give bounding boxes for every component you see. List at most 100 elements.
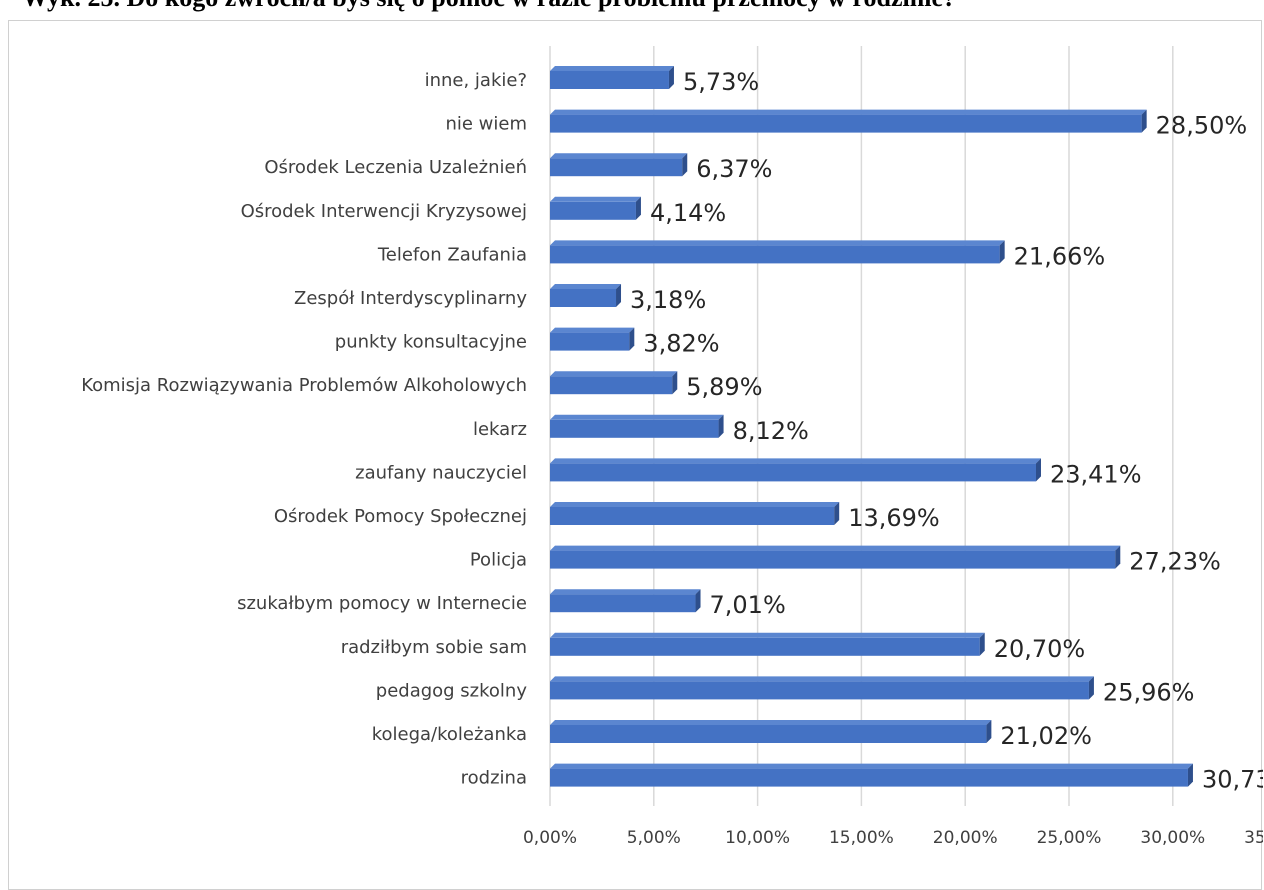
bar-front: [550, 245, 1000, 264]
bar-side: [672, 371, 678, 395]
bar-front: [550, 681, 1089, 700]
x-tick-label: 35,00%: [1244, 828, 1263, 848]
bar-front: [550, 768, 1188, 787]
data-label: 20,70%: [994, 635, 1086, 663]
x-tick-label: 0,00%: [523, 828, 577, 848]
bar-front: [550, 201, 636, 220]
bar-top: [550, 327, 635, 333]
x-tick-label: 25,00%: [1037, 828, 1102, 848]
bar: [550, 153, 688, 177]
bar-top: [550, 763, 1193, 769]
bar-top: [550, 284, 622, 289]
bar-front: [550, 594, 696, 613]
bar-side: [979, 632, 985, 656]
bar-front: [550, 725, 987, 743]
bar-top: [550, 502, 840, 507]
x-tick-label: 20,00%: [933, 828, 998, 848]
data-label: 5,73%: [683, 68, 759, 96]
bar: [550, 240, 1005, 264]
data-label: 5,89%: [686, 373, 762, 401]
bar-front: [550, 71, 669, 89]
chart-frame: 0,00% 5,00% 10,00% 15,00% 20,00% 25,00% 30,00%…: [8, 20, 1263, 890]
bar-top: [550, 545, 1121, 551]
category-label: pedagog szkolny: [376, 680, 528, 701]
bar-top: [550, 371, 678, 377]
data-label: 3,82%: [643, 330, 719, 358]
bar: [550, 502, 840, 525]
x-axis-tick-labels: 0,00% 5,00% 10,00% 15,00% 20,00% 25,00% 30,00%…: [523, 828, 1263, 848]
bar-front: [550, 419, 719, 438]
bar-side: [668, 66, 674, 89]
category-label: rodzina: [461, 768, 527, 789]
data-label: 6,37%: [696, 155, 772, 183]
bar-side: [616, 284, 622, 307]
bar: [550, 458, 1041, 482]
category-label: radziłbym sobie sam: [341, 637, 527, 658]
data-label: 25,96%: [1103, 678, 1195, 706]
bar-top: [550, 109, 1147, 115]
bar: [550, 763, 1193, 787]
bar: [550, 414, 724, 438]
data-label: 13,69%: [848, 504, 940, 532]
bar: [550, 632, 985, 656]
bar-side: [635, 196, 641, 220]
bar-top: [550, 153, 688, 159]
bar-top: [550, 589, 701, 595]
category-label: Telefon Zaufania: [377, 244, 527, 265]
bar-side: [1088, 676, 1094, 700]
bar-side: [1035, 458, 1041, 482]
bar: [550, 589, 701, 613]
bar-side: [1115, 545, 1121, 569]
category-label: inne, jakie?: [425, 70, 527, 91]
category-label: kolega/koleżanka: [372, 724, 527, 745]
data-label: 21,02%: [1000, 722, 1092, 750]
bar: [550, 545, 1121, 569]
category-label: szukałbym pomocy w Internecie: [237, 593, 527, 614]
bar-top: [550, 196, 641, 202]
category-label: Zespół Interdyscyplinarny: [294, 288, 527, 309]
page-title: Wyk. 25. Do kogo zwrócił/a byś się o pom…: [22, 0, 956, 14]
category-label: zaufany nauczyciel: [355, 462, 527, 483]
category-label: Policja: [470, 550, 527, 571]
data-label: 23,41%: [1050, 460, 1142, 488]
bar-top: [550, 632, 985, 638]
bar-top: [550, 414, 724, 420]
bar-side: [1141, 109, 1147, 133]
bar-top: [550, 720, 992, 725]
data-label: 8,12%: [733, 417, 809, 445]
bar-top: [550, 66, 674, 71]
bar-chart: 0,00% 5,00% 10,00% 15,00% 20,00% 25,00% 30,00%…: [81, 46, 1263, 848]
data-label: 3,18%: [630, 286, 706, 314]
bar: [550, 676, 1094, 700]
bar: [550, 284, 622, 307]
data-labels: 5,73% 28,50% 6,37% 4,14% 21,66% 3,18% 3,82% 5,8…: [630, 68, 1263, 794]
bar-front: [550, 376, 673, 395]
data-label: 21,66%: [1014, 242, 1106, 270]
bar: [550, 66, 674, 89]
bar: [550, 327, 635, 351]
bar-front: [550, 158, 683, 177]
x-tick-label: 5,00%: [627, 828, 681, 848]
bar-side: [682, 153, 688, 177]
bar-front: [550, 114, 1142, 133]
bar-side: [629, 327, 635, 351]
bar-top: [550, 676, 1094, 682]
bar-side: [834, 502, 840, 525]
bar-side: [1187, 763, 1193, 787]
bar-front: [550, 550, 1116, 569]
category-label: Ośrodek Pomocy Społecznej: [274, 506, 527, 527]
bar-side: [718, 414, 724, 438]
bar: [550, 196, 641, 220]
category-label: Ośrodek Leczenia Uzależnień: [264, 157, 527, 178]
bar: [550, 109, 1147, 133]
bar-side: [986, 720, 992, 743]
x-tick-label: 30,00%: [1140, 828, 1205, 848]
category-label: Komisja Rozwiązywania Problemów Alkoholo…: [81, 375, 527, 396]
bar: [550, 371, 678, 395]
bar-top: [550, 240, 1005, 246]
x-tick-label: 15,00%: [829, 828, 894, 848]
bar-front: [550, 507, 835, 525]
data-label: 4,14%: [650, 199, 726, 227]
category-label: punkty konsultacyjne: [335, 332, 527, 353]
category-label: nie wiem: [445, 114, 527, 135]
